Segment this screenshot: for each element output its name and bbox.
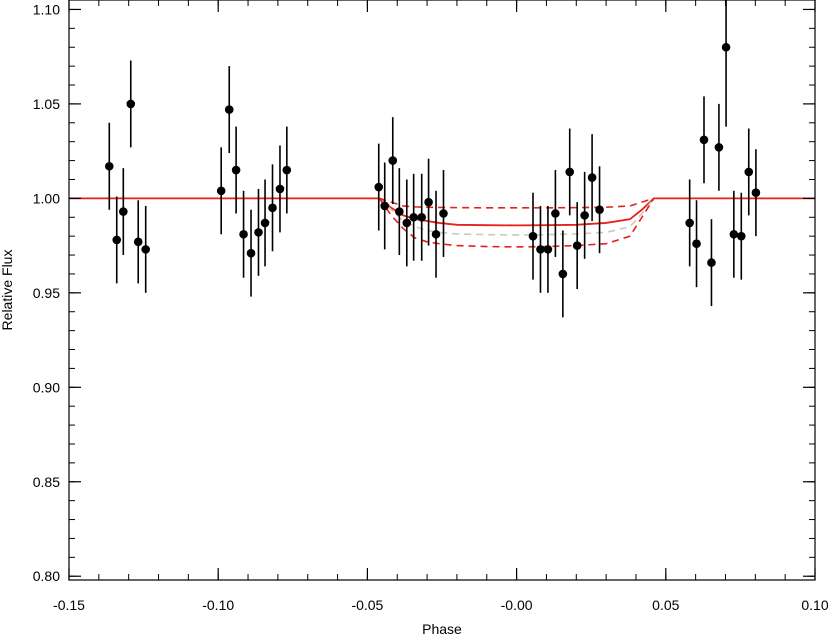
data-point — [239, 229, 248, 239]
data-point — [374, 182, 384, 192]
data-point — [424, 197, 433, 207]
plot-frame — [68, 0, 816, 581]
data-point — [388, 156, 398, 165]
data-point — [721, 42, 731, 52]
data-point — [112, 235, 122, 245]
data-point — [141, 245, 150, 254]
data-point — [707, 258, 716, 267]
data-point — [431, 229, 441, 239]
y-tick-label: 1.05 — [33, 96, 60, 112]
data-point — [699, 135, 709, 145]
data-point — [216, 186, 226, 196]
x-tick-label: -0.15 — [53, 597, 85, 613]
data-point — [380, 201, 390, 211]
data-point — [119, 207, 128, 216]
y-axis: 0.80 0.85 0.90 0.95 1.00 1.05 1.10 — [33, 1, 815, 584]
data-point — [395, 207, 404, 216]
data-point — [685, 218, 694, 228]
x-axis-title: Phase — [422, 621, 462, 637]
y-tick-label: 1.10 — [33, 1, 60, 17]
data-point — [133, 237, 143, 247]
data-point — [231, 165, 241, 175]
data-point — [246, 248, 256, 258]
data-point — [268, 203, 277, 213]
data-point — [536, 245, 545, 254]
data-point — [528, 231, 538, 241]
data-point — [572, 241, 582, 250]
x-tick-label: -0.00 — [501, 597, 533, 613]
data-point — [744, 167, 754, 177]
data-point — [729, 229, 739, 239]
x-tick-label: -0.10 — [202, 597, 234, 613]
y-tick-label: 0.85 — [33, 474, 60, 490]
data-point — [275, 184, 285, 194]
data-points — [104, 0, 761, 318]
x-axis: -0.15 -0.10 -0.05 -0.00 0.05 0.10 — [53, 0, 829, 613]
data-point — [409, 212, 418, 222]
x-tick-label: 0.05 — [652, 597, 679, 613]
data-point — [595, 205, 604, 215]
data-point — [587, 173, 597, 182]
model-curves — [69, 197, 815, 248]
data-point — [402, 218, 412, 228]
data-point — [736, 231, 746, 241]
model-dashed-lower-line — [378, 197, 655, 248]
data-point — [126, 99, 136, 109]
y-tick-label: 0.80 — [33, 568, 60, 584]
data-point — [558, 269, 568, 279]
y-tick-label: 1.00 — [33, 190, 60, 206]
data-point — [104, 161, 114, 171]
data-point — [417, 212, 427, 222]
y-axis-title: Relative Flux — [0, 250, 15, 331]
data-point — [692, 239, 701, 249]
x-tick-label: -0.05 — [351, 597, 383, 613]
y-tick-label: 0.95 — [33, 285, 60, 301]
data-point — [751, 188, 761, 198]
data-point — [565, 167, 575, 177]
data-point — [260, 218, 270, 228]
data-point — [580, 211, 589, 220]
data-point — [439, 209, 448, 218]
data-point — [714, 143, 724, 152]
data-point — [282, 165, 292, 175]
data-point — [224, 105, 234, 114]
data-point — [551, 209, 560, 218]
x-tick-label: 0.10 — [801, 597, 828, 613]
data-point — [254, 228, 263, 237]
data-point — [543, 245, 553, 254]
model-dashed-upper-line — [379, 197, 655, 209]
y-tick-label: 0.90 — [33, 379, 60, 395]
